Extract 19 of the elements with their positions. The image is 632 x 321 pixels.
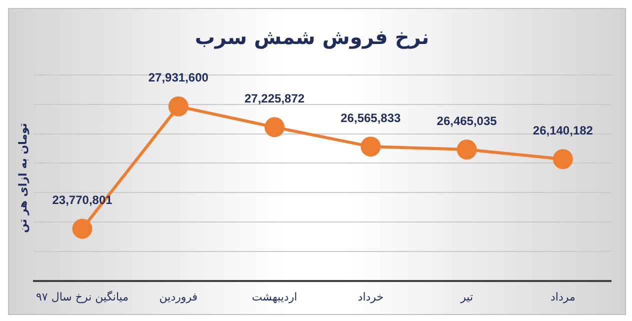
point [552, 149, 573, 170]
point [264, 117, 285, 138]
data-label: 26,465,035 [436, 114, 498, 128]
data-label: 27,931,600 [148, 70, 209, 85]
x-tick-label: اردیبهشت [252, 290, 298, 304]
y-axis-title: تومان به ازای هر تن [16, 122, 30, 233]
x-tick-label: مرداد [550, 290, 576, 304]
point [72, 218, 92, 239]
x-tick-label: تیر [460, 290, 474, 304]
data-label: 26,565,833 [340, 110, 402, 125]
x-tick-label: میانگین نرخ سال ۹۷ [36, 290, 129, 304]
point [168, 96, 188, 116]
point [456, 140, 477, 160]
x-tick-label: فروردین [159, 290, 198, 304]
data-label: 26,140,182 [532, 123, 594, 138]
point [360, 136, 381, 157]
x-tick-label: خرداد [358, 290, 384, 304]
chart-title: نرخ فروش شمش سرب [194, 25, 430, 50]
data-label: 27,225,872 [244, 91, 305, 106]
